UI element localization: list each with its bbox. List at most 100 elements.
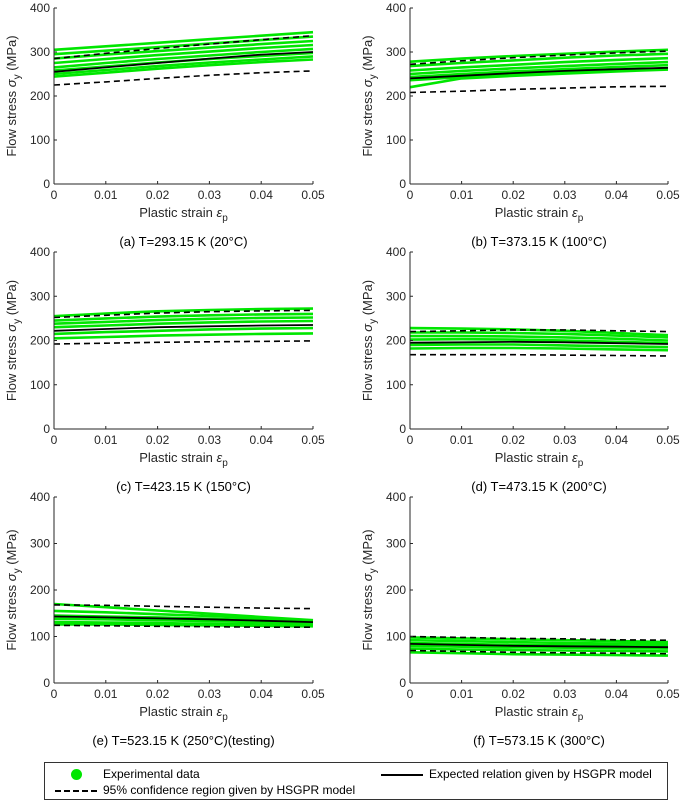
experimental-curve xyxy=(53,43,314,65)
x-tick-label: 0.02 xyxy=(502,188,526,202)
experimental-curve xyxy=(53,319,314,329)
experimental-curve xyxy=(409,346,669,352)
y-tick-label: 100 xyxy=(30,378,50,392)
y-tick-label: 0 xyxy=(399,676,406,690)
x-tick-label: 0.02 xyxy=(146,188,170,202)
experimental-curve xyxy=(53,307,314,318)
x-tick-label: 0.02 xyxy=(146,433,170,447)
experimental-curve xyxy=(53,316,314,325)
y-tick-label: 400 xyxy=(30,490,50,504)
y-axis-label: Flow stress σy (MPa) xyxy=(4,529,23,650)
y-tick-label: 0 xyxy=(43,676,50,690)
x-tick-label: 0.01 xyxy=(450,433,474,447)
experimental-curve xyxy=(409,48,669,63)
experimental-curve xyxy=(409,326,669,337)
experimental-curve xyxy=(53,39,314,60)
x-tick-label: 0.03 xyxy=(553,687,577,701)
experimental-curve xyxy=(409,56,669,72)
x-tick-label: 0.05 xyxy=(656,687,680,701)
subplot-caption: (e) T=523.15 K (250°C)(testing) xyxy=(92,733,274,748)
x-tick-label: 0 xyxy=(407,687,414,701)
experimental-curve xyxy=(53,326,314,336)
subplot-d: 0 100 200 300 400 0 0.01 0.02 0.03 0.04 0.05 Plasti… xyxy=(360,245,680,494)
x-tick-label: 0 xyxy=(407,433,414,447)
experimental-curve xyxy=(409,651,669,657)
x-tick-label: 0.01 xyxy=(94,687,118,701)
experimental-curve xyxy=(409,60,669,76)
x-tick-label: 0.03 xyxy=(198,188,222,202)
expected-line xyxy=(53,51,314,73)
subplot-caption: (a) T=293.15 K (20°C) xyxy=(119,234,247,249)
subplot-caption: (f) T=573.15 K (300°C) xyxy=(473,733,605,748)
x-tick-label: 0 xyxy=(407,188,414,202)
subplot-caption: (c) T=423.15 K (150°C) xyxy=(116,479,251,494)
expected-line xyxy=(409,643,669,649)
y-tick-label: 400 xyxy=(386,245,406,259)
x-tick-label: 0.03 xyxy=(553,188,577,202)
experimental-curve xyxy=(53,609,314,622)
legend-label-confidence: 95% confidence region given by HSGPR mod… xyxy=(103,783,356,797)
x-tick-label: 0.02 xyxy=(502,687,526,701)
confidence-upper-line xyxy=(409,635,669,641)
x-tick-label: 0.03 xyxy=(198,433,222,447)
subplot-e: 0 100 200 300 400 0 0.01 0.02 0.03 0.04 0.05 Plasti… xyxy=(4,490,325,748)
x-tick-label: 0.04 xyxy=(250,687,274,701)
experimental-curve xyxy=(53,55,314,76)
confidence-upper-line xyxy=(53,604,314,610)
y-tick-label: 300 xyxy=(30,289,50,303)
y-tick-label: 100 xyxy=(386,630,406,644)
x-tick-label: 0.05 xyxy=(301,188,325,202)
experimental-curve xyxy=(409,337,669,345)
x-tick-label: 0.04 xyxy=(250,433,274,447)
confidence-lower-line xyxy=(53,70,314,86)
x-tick-label: 0.03 xyxy=(198,687,222,701)
y-tick-label: 100 xyxy=(386,133,406,147)
experimental-curve xyxy=(53,312,314,322)
experimental-curve xyxy=(409,63,669,79)
experimental-curve xyxy=(409,68,669,89)
legend-line-confidence xyxy=(55,790,97,792)
confidence-upper-line xyxy=(409,329,669,333)
x-axis-label: Plastic strain εp xyxy=(495,205,584,224)
confidence-lower-line xyxy=(409,85,669,94)
experimental-curve xyxy=(53,617,314,625)
x-tick-label: 0.05 xyxy=(301,687,325,701)
x-axis-label: Plastic strain εp xyxy=(495,450,584,469)
x-axis-label: Plastic strain εp xyxy=(139,704,228,723)
x-tick-label: 0.04 xyxy=(605,188,629,202)
x-tick-label: 0 xyxy=(51,188,58,202)
y-tick-label: 300 xyxy=(386,289,406,303)
y-tick-label: 400 xyxy=(30,1,50,15)
experimental-curve xyxy=(410,331,669,339)
experimental-curve xyxy=(409,638,669,646)
legend-line-expected xyxy=(381,774,423,776)
y-tick-label: 400 xyxy=(386,1,406,15)
y-tick-label: 0 xyxy=(43,422,50,436)
x-tick-label: 0 xyxy=(51,433,58,447)
y-tick-label: 200 xyxy=(30,89,50,103)
expected-line xyxy=(409,340,669,345)
x-tick-label: 0.05 xyxy=(301,433,325,447)
confidence-upper-line xyxy=(53,309,314,319)
y-tick-label: 300 xyxy=(30,537,50,551)
x-tick-label: 0.02 xyxy=(502,433,526,447)
y-axis-label: Flow stress σy (MPa) xyxy=(360,35,379,156)
expected-line xyxy=(53,324,314,332)
x-axis-label: Plastic strain εp xyxy=(495,704,584,723)
expected-line xyxy=(53,615,314,623)
x-tick-label: 0.01 xyxy=(450,188,474,202)
experimental-curve xyxy=(54,623,314,628)
x-tick-label: 0.01 xyxy=(94,188,118,202)
confidence-upper-line xyxy=(409,50,669,66)
x-tick-label: 0.04 xyxy=(605,433,629,447)
confidence-upper-line xyxy=(53,34,314,60)
legend-label-expected: Expected relation given by HSGPR model xyxy=(429,767,652,781)
experimental-curve xyxy=(409,343,669,349)
confidence-lower-line xyxy=(53,340,314,345)
x-tick-label: 0.05 xyxy=(656,433,680,447)
y-tick-label: 300 xyxy=(30,45,50,59)
experimental-curve xyxy=(409,636,669,644)
expected-line xyxy=(409,66,669,80)
y-tick-label: 200 xyxy=(386,334,406,348)
